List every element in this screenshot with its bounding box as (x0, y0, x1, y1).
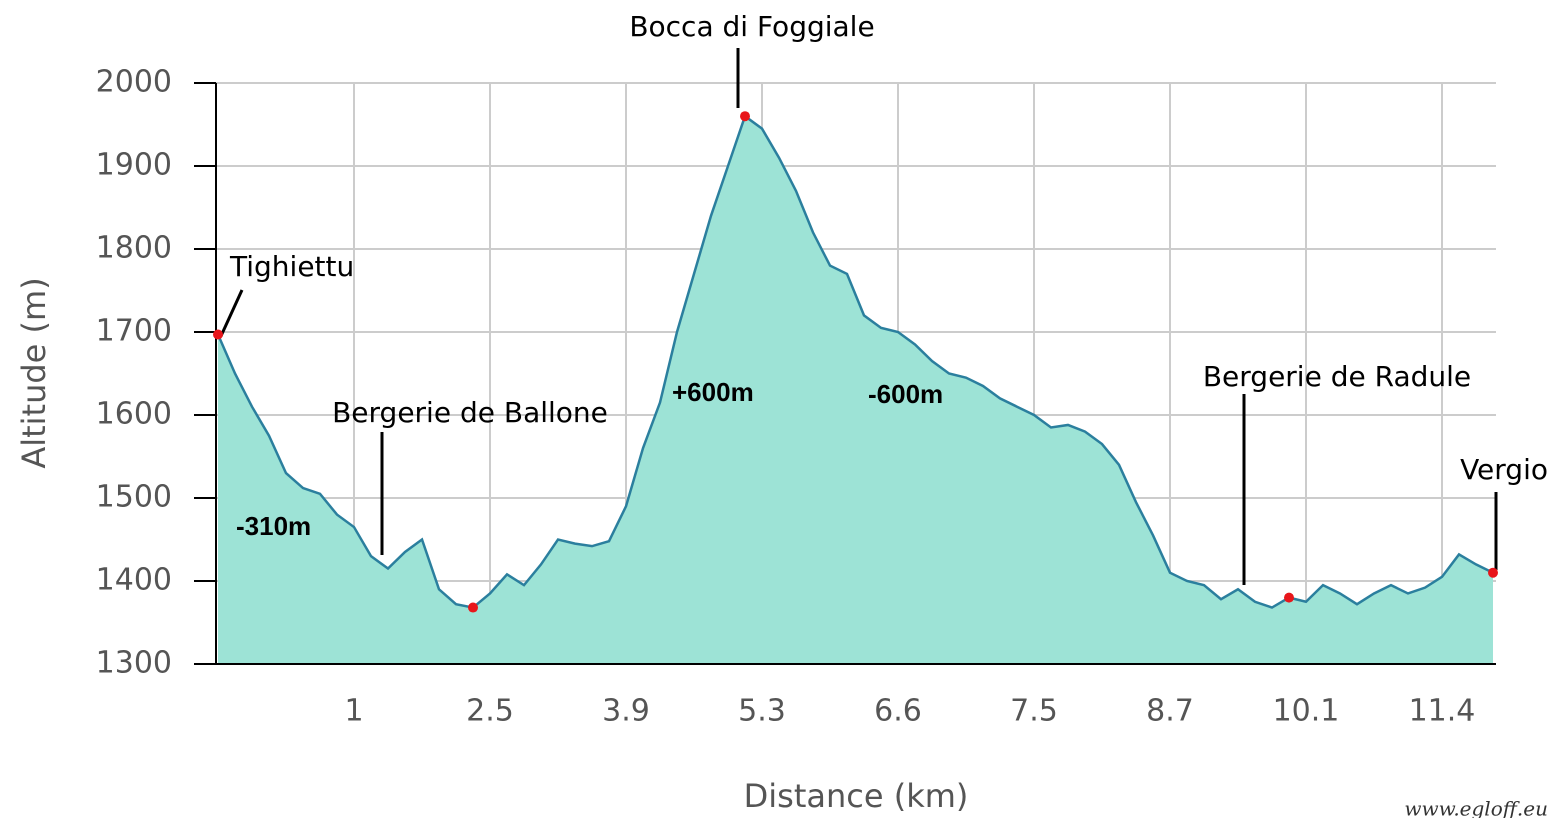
annotation: Bocca di Foggiale (629, 10, 874, 43)
x-tick-label: 6.6 (874, 694, 922, 729)
x-tick-label: 3.9 (602, 694, 650, 729)
x-tick-label: 5.3 (738, 694, 786, 729)
y-tick-label: 1600 (96, 397, 172, 432)
y-tick-label: 1800 (96, 231, 172, 266)
marker (213, 329, 223, 340)
x-axis-label: Distance (km) (744, 777, 969, 815)
y-axis-label: Altitude (m) (15, 277, 53, 468)
marker (740, 111, 750, 122)
annotation: Bergerie de Radule (1203, 360, 1471, 393)
y-tick-label: 1300 (96, 646, 172, 681)
y-tick-label: 2000 (96, 65, 172, 100)
gain-label: -310m (236, 511, 311, 541)
y-tick-label: 1500 (96, 480, 172, 515)
area (218, 116, 1493, 664)
x-tick-label: 2.5 (466, 694, 514, 729)
marker (1284, 592, 1294, 603)
annotation: Tighiettu (229, 250, 354, 283)
marker (1488, 567, 1498, 578)
x-tick-label: 8.7 (1146, 694, 1194, 729)
x-tick-label: 1 (344, 694, 363, 729)
gain-label: -600m (868, 379, 943, 409)
annotation: Vergio (1460, 453, 1548, 486)
y-tick-label: 1900 (96, 148, 172, 183)
gain-label: +600m (672, 377, 754, 407)
marker (468, 602, 478, 613)
x-tick-label: 10.1 (1273, 694, 1340, 729)
x-tick-label: 11.4 (1409, 694, 1476, 729)
line (216, 114, 1494, 609)
y-tick-label: 1400 (96, 563, 172, 598)
y-tick-label: 1700 (96, 314, 172, 349)
x-tick-label: 7.5 (1010, 694, 1058, 729)
annotation: Bergerie de Ballone (332, 396, 608, 429)
leaders (219, 48, 1498, 585)
plot (216, 114, 1494, 664)
source: www.egloff.eu (1404, 797, 1548, 818)
